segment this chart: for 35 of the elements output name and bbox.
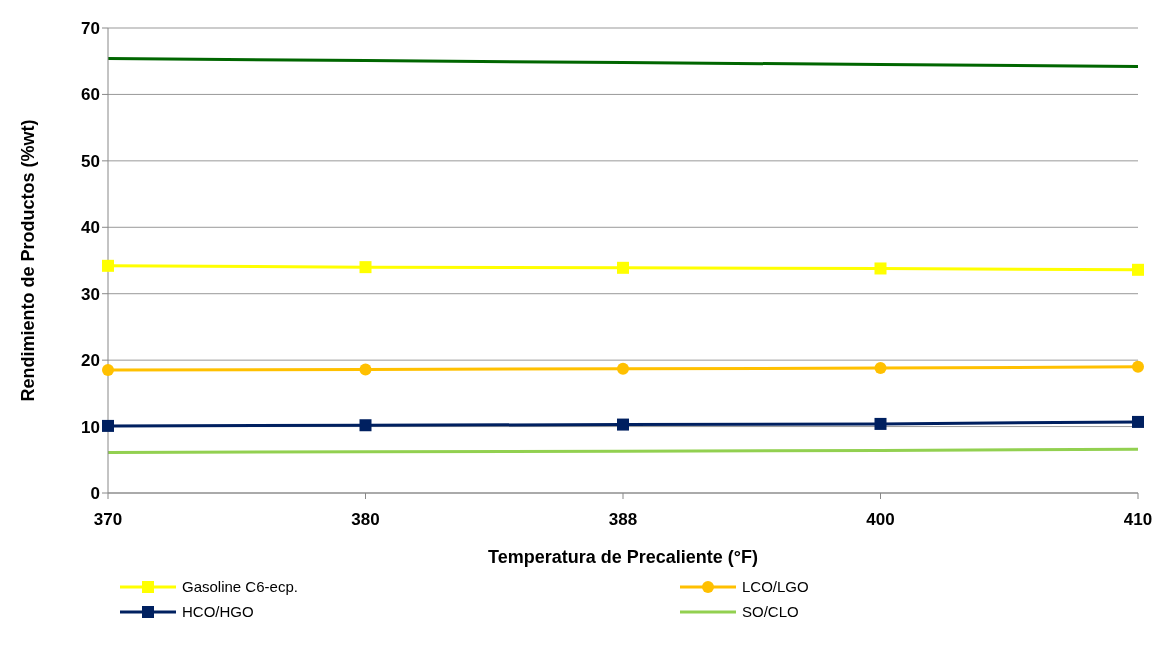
y-axis-title: Rendimiento de Productos (%wt)	[18, 119, 39, 402]
x-tick-label: 400	[866, 510, 895, 530]
point	[617, 261, 629, 274]
point	[874, 417, 887, 430]
y-tick-label: 60	[81, 85, 100, 105]
point	[874, 262, 887, 275]
point	[1132, 415, 1144, 428]
point	[359, 363, 372, 376]
legend-label: HCO/HGO	[182, 603, 254, 620]
point	[874, 362, 887, 375]
y-tick-label: 20	[81, 351, 100, 371]
y-tick-label: 30	[81, 284, 100, 304]
y-tick-label: 10	[81, 417, 100, 437]
legend-label: LCO/LGO	[742, 578, 809, 595]
point	[617, 362, 629, 375]
point	[617, 418, 629, 431]
point	[102, 259, 114, 272]
y-tick-label: 50	[81, 151, 100, 171]
point	[359, 419, 372, 432]
point	[1132, 360, 1144, 373]
legend-label: SO/CLO	[742, 603, 799, 620]
x-axis-title: Temperatura de Precaliente (°F)	[488, 547, 758, 567]
legend-label: Gasoline C6-ecp.	[182, 578, 298, 595]
point	[102, 364, 114, 377]
y-tick-label: 40	[81, 218, 100, 238]
x-tick-label: 388	[608, 510, 638, 530]
line-series	[106, 57, 1140, 69]
x-tick-label: 370	[93, 510, 123, 530]
point	[1132, 263, 1144, 276]
x-tick-label: 380	[351, 510, 380, 530]
x-tick-label: 410	[1123, 510, 1153, 530]
point	[102, 419, 114, 432]
point	[359, 261, 372, 274]
y-tick-label: 0	[90, 484, 100, 504]
y-tick-label: 70	[81, 19, 100, 39]
